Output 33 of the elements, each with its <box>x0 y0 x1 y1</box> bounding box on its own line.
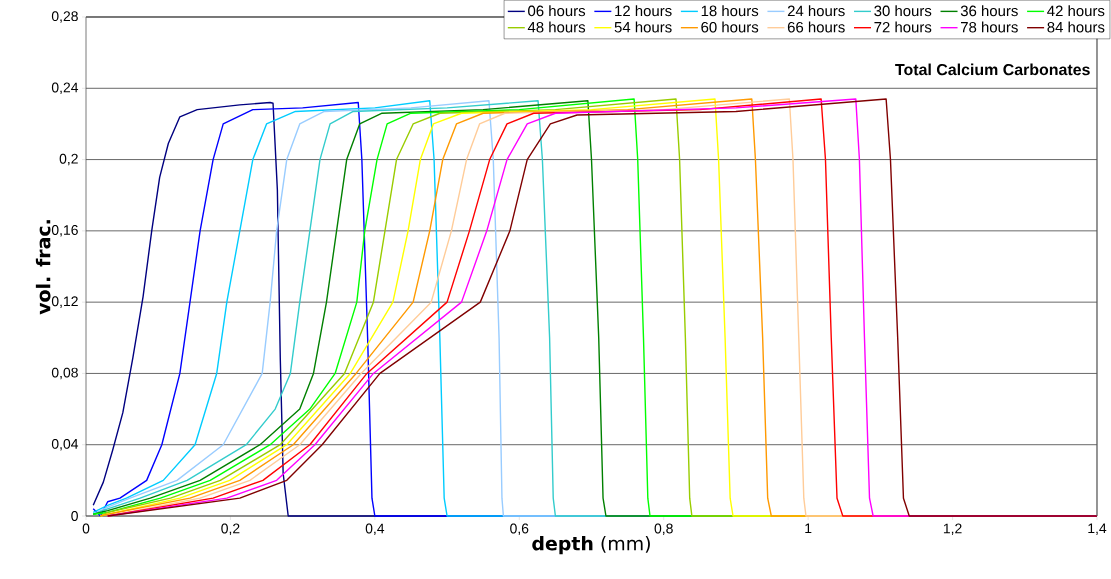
x-tick-label: 0,6 <box>510 523 529 536</box>
y-tick-label: 0 <box>71 511 78 521</box>
x-tick-label: 0,8 <box>654 523 673 536</box>
x-tick-label: 1,4 <box>1088 523 1107 535</box>
annotation: Total Calcium Carbonates <box>895 63 1090 76</box>
legend-label: 84 hours <box>1047 21 1105 33</box>
y-tick-label: 0,08 <box>51 367 78 380</box>
y-tick-label: 0,24 <box>51 82 79 95</box>
y-tick-label: 0,04 <box>51 438 79 451</box>
legend-label: 42 hours <box>1047 5 1105 17</box>
x-tick-label: 0 <box>82 523 90 534</box>
y-axis-title: vol. frac. <box>35 220 51 315</box>
x-tick-label: 1,2 <box>943 523 962 536</box>
legend-label: 30 hours <box>874 5 932 17</box>
legend-label: 12 hours <box>615 5 672 17</box>
legend-label: 60 hours <box>701 21 759 33</box>
x-tick-label: 1 <box>805 523 812 534</box>
legend-label: 36 hours <box>960 5 1018 17</box>
legend-label: 18 hours <box>701 5 759 17</box>
y-tick-label: 0,28 <box>51 11 78 23</box>
y-tick-label: 0,2 <box>59 153 78 166</box>
y-tick-label: 0,16 <box>51 225 78 237</box>
legend-label: 72 hours <box>874 21 932 33</box>
x-axis-title: depth (mm) <box>532 535 650 555</box>
legend-label: 54 hours <box>614 21 672 33</box>
legend-label: 48 hours <box>527 21 586 33</box>
legend-label: 24 hours <box>787 5 845 17</box>
legend-label: 66 hours <box>787 21 845 33</box>
legend-label: 78 hours <box>961 21 1018 33</box>
x-tick-label: 0,2 <box>221 523 240 536</box>
legend-label: 06 hours <box>528 5 586 17</box>
x-tick-label: 0,4 <box>365 523 385 536</box>
y-tick-label: 0,12 <box>51 296 78 308</box>
